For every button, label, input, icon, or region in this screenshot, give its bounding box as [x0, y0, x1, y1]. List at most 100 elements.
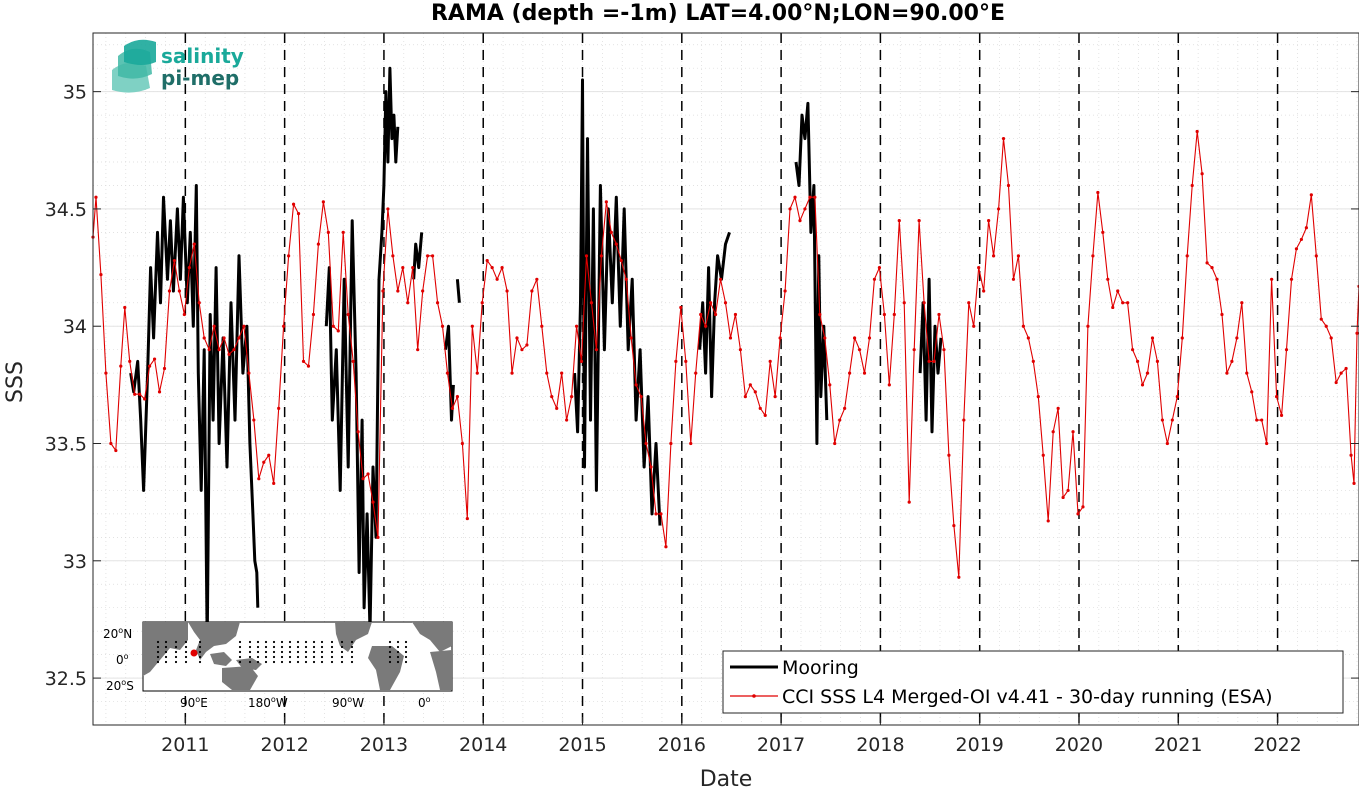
mooring-station-dot	[340, 645, 344, 649]
mooring-station-dot	[238, 655, 242, 659]
cci-series-point	[684, 359, 688, 364]
cci-series-point	[520, 348, 524, 352]
cci-series-point	[709, 301, 713, 305]
map-lon-label-90w: 90oW	[332, 695, 364, 710]
mooring-station-dot	[388, 655, 392, 659]
cci-series-point	[1274, 394, 1279, 399]
mooring-station-dot	[312, 660, 316, 664]
cci-series-point	[753, 390, 757, 394]
cci-series-point	[902, 301, 906, 305]
cci-series-point	[1031, 359, 1035, 364]
cci-series-point	[1215, 277, 1219, 281]
map-lon-label-0: 0o	[418, 695, 431, 710]
cci-series-point	[674, 359, 678, 364]
cci-series-point	[977, 265, 981, 270]
mooring-station-dot	[404, 655, 408, 659]
cci-series-point	[1220, 312, 1224, 317]
mooring-series-line	[794, 101, 829, 445]
mooring-station-dot	[174, 645, 178, 649]
cci-series-point	[1284, 348, 1289, 352]
x-tick-label: 2022	[1253, 734, 1301, 756]
mooring-station-dot	[320, 640, 324, 644]
cci-series-point	[609, 230, 613, 234]
cci-series-point	[565, 418, 569, 422]
cci-series-point	[723, 301, 728, 305]
cci-series-point	[833, 441, 837, 446]
mooring-station-dot	[164, 650, 168, 654]
cci-series-point	[450, 406, 455, 410]
cci-series-point	[1270, 277, 1274, 281]
map-lat-label-equator: 0o	[116, 652, 129, 667]
mooring-station-dot	[156, 660, 160, 664]
mooring-station-dot	[304, 655, 308, 659]
cci-series-point	[803, 207, 807, 211]
mooring-station-dot	[280, 655, 284, 659]
cci-series-point	[768, 359, 772, 364]
cci-series-point	[1175, 394, 1179, 399]
cci-series-point	[505, 289, 509, 293]
cci-series-point	[1026, 336, 1030, 340]
cci-series-point	[1352, 481, 1356, 485]
map-lon-label-90e: 90oE	[180, 695, 208, 710]
mooring-station-dot	[350, 645, 354, 649]
cci-series-point	[525, 343, 529, 347]
mooring-station-dot	[238, 660, 242, 664]
cci-series-point	[733, 312, 738, 317]
cci-series-point	[852, 336, 857, 340]
cci-series-point	[138, 392, 142, 396]
cci-series-point	[1066, 488, 1070, 493]
cci-series-point	[823, 336, 827, 340]
cci-series-point	[594, 348, 599, 352]
cci-series-point	[277, 406, 281, 410]
mooring-station-dot	[184, 660, 188, 664]
mooring-series-line	[573, 78, 662, 526]
logo-line1: salinity	[161, 44, 244, 68]
cci-series-point	[301, 359, 306, 364]
legend-cci-label: CCI SSS L4 Merged-OI v4.41 - 30-day runn…	[782, 686, 1273, 708]
mooring-station-dot	[312, 645, 316, 649]
cci-series-point	[629, 336, 633, 340]
cci-series-point	[937, 312, 941, 317]
cci-series-point	[987, 219, 991, 223]
cci-series-point	[783, 289, 787, 293]
mooring-station-dot	[238, 645, 242, 649]
mooring-station-dot	[296, 650, 300, 654]
mooring-station-dot	[264, 645, 268, 649]
mooring-station-dot	[350, 660, 354, 664]
mooring-station-dot	[330, 645, 334, 649]
mooring-station-dot	[280, 650, 284, 654]
cci-series-point	[982, 289, 986, 293]
x-tick-label: 2018	[856, 734, 904, 756]
mooring-station-dot	[198, 655, 202, 659]
cci-series-point	[848, 371, 852, 375]
cci-series-point	[435, 301, 440, 305]
mooring-station-dot	[184, 640, 188, 644]
cci-series-point	[242, 324, 246, 328]
cci-series-point	[311, 312, 316, 317]
cci-series-point	[326, 230, 330, 234]
cci-series-point	[455, 394, 460, 399]
cci-series-point	[361, 477, 365, 481]
inset-location-map: 20oN 0o 20oS 90oE 180oW 90oW 0o	[103, 621, 453, 710]
cci-series-point	[589, 301, 594, 305]
cci-series-point	[798, 219, 802, 223]
cci-series-point	[152, 357, 157, 361]
y-tick-label: 32.5	[45, 668, 87, 690]
cci-series-point	[599, 254, 603, 258]
mooring-station-dot	[256, 640, 260, 644]
mooring-station-dot	[164, 645, 168, 649]
cci-series-point	[207, 348, 211, 352]
cci-series-point	[1150, 336, 1155, 340]
mooring-station-dot	[396, 655, 400, 659]
mooring-station-dot	[404, 660, 408, 664]
cci-series-point	[535, 277, 539, 281]
cci-series-point	[728, 336, 733, 340]
cci-series-point	[758, 406, 762, 410]
cci-series-point	[1344, 366, 1348, 371]
cci-series-point	[813, 195, 817, 199]
cci-series-point	[172, 258, 177, 263]
cci-series-point	[1255, 418, 1259, 422]
cci-series-point	[187, 265, 191, 270]
cci-series-point	[917, 219, 921, 223]
cci-series-point	[584, 254, 589, 258]
